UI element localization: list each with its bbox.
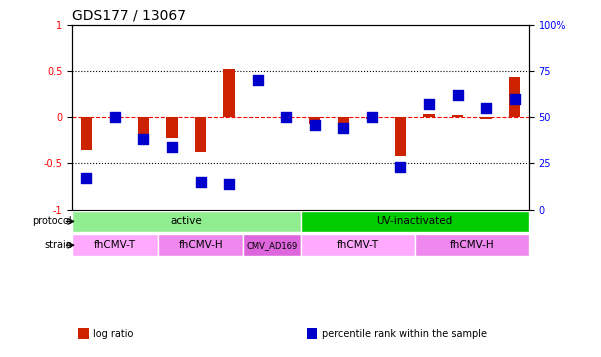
Point <box>224 181 234 187</box>
Text: protocol: protocol <box>32 216 72 226</box>
Text: fhCMV-T: fhCMV-T <box>337 240 379 250</box>
Bar <box>195 117 206 152</box>
Bar <box>309 117 320 124</box>
Bar <box>480 117 492 119</box>
Point <box>82 175 91 181</box>
Point <box>481 105 491 111</box>
Point <box>196 179 206 185</box>
Bar <box>81 117 92 150</box>
FancyBboxPatch shape <box>300 211 529 232</box>
Bar <box>423 114 435 117</box>
Text: active: active <box>171 216 202 226</box>
Point <box>395 164 405 170</box>
Point <box>139 137 148 142</box>
Bar <box>224 69 235 117</box>
Text: CMV_AD169: CMV_AD169 <box>246 241 297 250</box>
Point <box>281 115 291 120</box>
FancyBboxPatch shape <box>72 235 157 256</box>
Bar <box>366 117 377 119</box>
Text: fhCMV-T: fhCMV-T <box>94 240 136 250</box>
Point <box>167 144 177 150</box>
Text: GDS177 / 13067: GDS177 / 13067 <box>72 9 186 22</box>
Text: fhCMV-H: fhCMV-H <box>178 240 223 250</box>
FancyBboxPatch shape <box>415 235 529 256</box>
Point <box>453 92 462 98</box>
Bar <box>509 77 520 117</box>
FancyBboxPatch shape <box>72 211 300 232</box>
Point <box>310 122 320 127</box>
Bar <box>452 115 463 117</box>
Point <box>253 77 263 83</box>
Text: log ratio: log ratio <box>93 329 133 339</box>
Text: strain: strain <box>44 240 72 250</box>
Text: fhCMV-H: fhCMV-H <box>450 240 494 250</box>
Bar <box>338 117 349 126</box>
Point <box>510 96 519 102</box>
Point <box>110 115 120 120</box>
FancyBboxPatch shape <box>243 235 300 256</box>
Text: percentile rank within the sample: percentile rank within the sample <box>322 329 487 339</box>
FancyBboxPatch shape <box>157 235 243 256</box>
Point <box>424 101 434 107</box>
Text: UV-inactivated: UV-inactivated <box>377 216 453 226</box>
Bar <box>395 117 406 156</box>
Bar <box>166 117 178 137</box>
FancyBboxPatch shape <box>300 235 415 256</box>
Point <box>367 115 377 120</box>
Bar <box>138 117 149 143</box>
Point <box>338 126 348 131</box>
